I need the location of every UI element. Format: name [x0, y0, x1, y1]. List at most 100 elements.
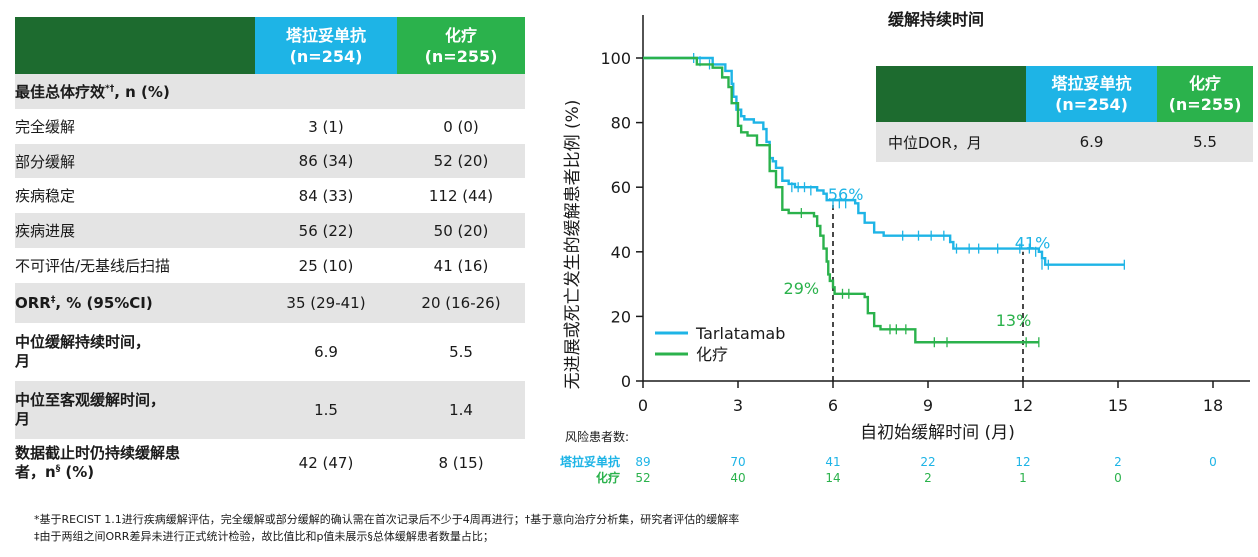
chemo-value: 41 (16) — [433, 256, 489, 275]
x-tick-label: 0 — [638, 396, 648, 415]
tarlatamab-value: 6.9 — [314, 343, 338, 361]
row-label: 数据截止时仍持续缓解患 者，n§ (%) — [15, 439, 255, 487]
x-tick-label: 9 — [923, 396, 933, 415]
annotation-label: 56% — [828, 185, 864, 204]
x-axis-label: 自初始缓解时间 (月) — [860, 423, 1015, 443]
annotation-label: 41% — [1015, 234, 1051, 253]
footnote-2: ‡由于两组之间ORR差异未进行正式统计检验，故比值比和p值未展示§总体缓解患者数… — [34, 530, 494, 543]
table-row: 中位缓解持续时间，月 6.9 5.5 — [15, 323, 525, 381]
table-row: 数据截止时仍持续缓解患 者，n§ (%) 42 (47) 8 (15) — [15, 439, 525, 487]
row-label: 不可评估/无基线后扫描 — [15, 248, 255, 283]
risk-count: 2 — [1114, 455, 1122, 469]
tarlatamab-value: 56 (22) — [255, 213, 397, 248]
inset-header-tarlatamab-n: (n=254) — [1055, 95, 1128, 114]
chemo-value — [397, 74, 525, 109]
y-tick-label: 80 — [611, 114, 631, 133]
row-label-suffix: (%) — [60, 463, 95, 481]
risk-table-title: 风险患者数: — [565, 429, 629, 444]
row-label-suffix: , n (%) — [114, 83, 170, 101]
risk-count: 40 — [730, 471, 745, 485]
risk-row-label: 塔拉妥单抗 — [560, 454, 620, 469]
risk-count: 89 — [635, 455, 650, 469]
table-row: 完全缓解 3 (1) 0 (0) — [15, 109, 525, 144]
chemo-value: 0 (0) — [443, 117, 479, 136]
chemo-value: 5.5 — [449, 343, 473, 361]
row-label: 部分缓解 — [15, 144, 255, 178]
tarlatamab-value: 35 (29-41) — [255, 283, 397, 323]
row-label-line2: 月 — [15, 410, 31, 428]
risk-count: 1 — [1019, 471, 1027, 485]
risk-count: 0 — [1209, 455, 1217, 469]
chart-title: 缓解持续时间 — [888, 10, 985, 29]
table-row: 中位至客观缓解时间，月 1.5 1.4 — [15, 381, 525, 439]
inset-header-chemo-name: 化疗 — [1188, 74, 1221, 93]
tarlatamab-value — [255, 74, 397, 109]
row-label-footnote-mark: *† — [105, 84, 115, 94]
row-label-text: 最佳总体疗效 — [15, 83, 106, 101]
table-header-row: 塔拉妥单抗 (n=254) 化疗 (n=255) — [15, 17, 525, 74]
y-tick-label: 0 — [621, 372, 631, 391]
row-label-footnote-mark: § — [55, 464, 61, 474]
y-tick-label: 100 — [600, 49, 631, 68]
inset-header-tarlatamab: 塔拉妥单抗 (n=254) — [1026, 66, 1157, 122]
inset-header-blank — [876, 66, 1026, 122]
row-label-line1: 中位至客观缓解时间， — [15, 391, 166, 409]
chemo-value: 50 (20) — [397, 213, 525, 248]
table-header-tarlatamab: 塔拉妥单抗 (n=254) — [255, 17, 397, 74]
inset-tarlatamab-value: 6.9 — [1026, 122, 1157, 162]
risk-count: 12 — [1015, 455, 1030, 469]
response-table: 塔拉妥单抗 (n=254) 化疗 (n=255) 最佳总体疗效*†, n (%)… — [15, 17, 525, 487]
annotation-label: 29% — [784, 279, 820, 298]
y-tick-label: 20 — [611, 307, 631, 326]
inset-header-row: 塔拉妥单抗 (n=254) 化疗 (n=255) — [876, 66, 1253, 122]
km-curve-chemo — [643, 56, 1039, 344]
x-tick-label: 12 — [1013, 396, 1033, 415]
risk-count: 14 — [825, 471, 840, 485]
inset-header-chemo: 化疗 (n=255) — [1157, 66, 1253, 122]
header-tarlatamab-n: (n=254) — [289, 46, 363, 66]
x-tick-label: 3 — [733, 396, 743, 415]
chemo-value: 52 (20) — [397, 144, 525, 178]
header-chemo-n: (n=255) — [424, 46, 498, 66]
table-row: 不可评估/无基线后扫描 25 (10) 41 (16) — [15, 248, 525, 283]
row-label-line1: 中位缓解持续时间， — [15, 333, 151, 351]
row-label-text: 疾病进展 — [15, 222, 76, 240]
tarlatamab-value: 86 (34) — [255, 144, 397, 178]
header-chemo-name: 化疗 — [444, 25, 477, 45]
row-label: ORR‡, % (95%CI) — [15, 283, 255, 323]
x-tick-label: 15 — [1108, 396, 1128, 415]
x-tick-label: 18 — [1203, 396, 1223, 415]
dor-inset-table: 塔拉妥单抗 (n=254) 化疗 (n=255) 中位DOR，月 6.9 5.5 — [876, 66, 1253, 162]
table-row: 疾病稳定 84 (33) 112 (44) — [15, 178, 525, 213]
footnote-1: *基于RECIST 1.1进行疾病缓解评估，完全缓解或部分缓解的确认需在首次记录… — [34, 513, 740, 526]
legend-label: 化疗 — [696, 345, 728, 364]
km-curve-tarlatamab — [643, 56, 1125, 266]
legend-label: Tarlatamab — [695, 324, 785, 343]
row-label-line1: 数据截止时仍持续缓解患 — [15, 444, 181, 462]
table-row: 部分缓解 86 (34) 52 (20) — [15, 144, 525, 178]
row-label: 最佳总体疗效*†, n (%) — [15, 74, 255, 109]
y-tick-label: 60 — [611, 178, 631, 197]
inset-dor-row: 中位DOR，月 6.9 5.5 — [876, 122, 1253, 162]
row-label-suffix: , % (95%CI) — [55, 294, 153, 312]
row-label-line2: 者，n — [15, 463, 56, 481]
risk-count: 2 — [924, 471, 932, 485]
row-label-text: 疾病稳定 — [15, 187, 76, 205]
header-tarlatamab-name: 塔拉妥单抗 — [285, 25, 366, 45]
table-header-blank — [15, 17, 255, 74]
inset-row-label: 中位DOR，月 — [876, 122, 1026, 162]
y-axis-label: 无进展或死亡发生的缓解患者比例 (%) — [563, 100, 583, 390]
risk-count: 52 — [635, 471, 650, 485]
row-label-footnote-mark: ‡ — [50, 295, 56, 305]
risk-count: 70 — [730, 455, 745, 469]
table-row: 最佳总体疗效*†, n (%) — [15, 74, 525, 109]
row-label-line2: 月 — [15, 352, 31, 370]
tarlatamab-value: 3 (1) — [308, 117, 344, 136]
risk-count: 22 — [920, 455, 935, 469]
row-label-text: 部分缓解 — [15, 152, 76, 171]
inset-header-tarlatamab-name: 塔拉妥单抗 — [1051, 74, 1132, 93]
row-label: 中位至客观缓解时间，月 — [15, 381, 255, 439]
tarlatamab-value: 25 (10) — [298, 256, 354, 275]
tarlatamab-value: 42 (47) — [298, 454, 354, 472]
table-row: 疾病进展 56 (22) 50 (20) — [15, 213, 525, 248]
